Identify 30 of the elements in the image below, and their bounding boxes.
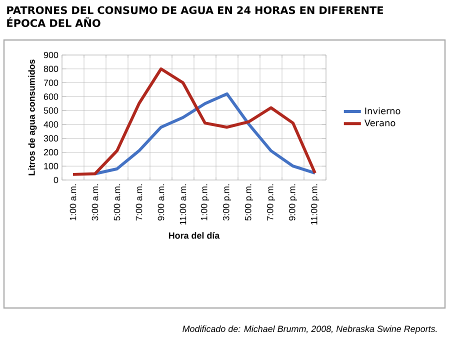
x-tick-label: 11:00 p.m. <box>310 184 320 225</box>
x-tick-label: 9:00 p.m. <box>288 184 298 220</box>
x-axis-title: Hora del día <box>168 232 220 239</box>
legend-label: Verano <box>364 120 396 126</box>
x-tick-label: 1:00 a.m. <box>70 184 76 220</box>
x-tick-label: 1:00 p.m. <box>200 184 210 220</box>
y-tick-label: 500 <box>44 107 58 114</box>
y-tick-label: 100 <box>44 162 58 170</box>
x-tick-label: 7:00 a.m. <box>136 184 142 220</box>
y-tick-label: 0 <box>54 176 58 184</box>
y-tick-label: 400 <box>44 121 58 128</box>
x-tick-label: 3:00 p.m. <box>222 184 232 221</box>
x-tick-label: 3:00 a.m. <box>92 184 98 221</box>
y-tick-label: 200 <box>44 149 58 156</box>
x-tick-label: 9:00 a.m. <box>158 184 164 220</box>
line-series <box>94 92 316 176</box>
y-axis-title: Litros de agua consumidos <box>28 60 37 176</box>
y-tick-label: 300 <box>44 135 58 142</box>
y-tick-label: 700 <box>44 80 58 86</box>
y-tick-label: 800 <box>44 66 58 72</box>
x-tick-label: 7:00 p.m. <box>266 184 276 220</box>
y-tick-label: 600 <box>44 93 58 100</box>
y-tick-label: 900 <box>44 52 58 58</box>
x-tick-label: 11:00 a.m. <box>180 184 186 225</box>
legend-label: Invierno <box>365 107 400 114</box>
line-series <box>72 67 316 176</box>
text: Modificado de: Michael Brumm, 2008, Nebraska Swine Reports. <box>182 325 437 334</box>
chart-title: PATRONES DEL CONSUMO DE AGUA EN 24 HORAS EN DIFERENTE ÉPOCA DEL AÑO <box>7 6 384 28</box>
x-tick-label: 5:00 a.m. <box>114 184 120 221</box>
x-tick-label: 5:00 p.m. <box>244 184 254 221</box>
